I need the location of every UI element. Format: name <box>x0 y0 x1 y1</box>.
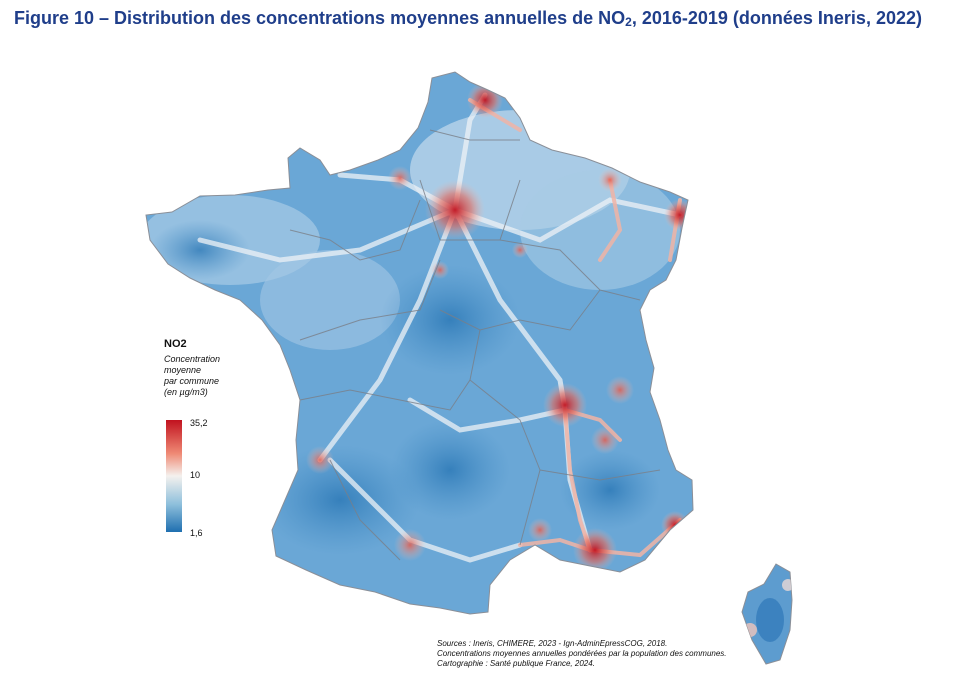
title-text-end: , 2016-2019 (données Ineris, 2022) <box>631 8 922 28</box>
legend-subtitle-line1: Concentration <box>164 354 221 364</box>
hotspot-lyon <box>543 383 587 427</box>
legend-mid-label: 10 <box>190 470 201 480</box>
figure-title: Figure 10 – Distribution des concentrati… <box>14 8 939 29</box>
hotspot-bordeaux <box>306 446 334 474</box>
sources-note: Sources : Ineris, CHIMERE, 2023 - Ign-Ad… <box>437 639 767 669</box>
legend-subtitle-line3: par commune <box>164 376 220 386</box>
title-subscript: 2 <box>625 15 632 29</box>
hotspot-grenoble <box>591 426 619 454</box>
legend-title: NO2 <box>164 338 187 350</box>
hotspot-paris <box>425 180 485 240</box>
france-outline <box>145 71 694 615</box>
hotspot-toulouse <box>394 529 426 561</box>
legend-color-ramp <box>166 420 182 532</box>
hotspot-strasbourg <box>664 199 693 231</box>
legend-subtitle-line2: moyenne <box>164 365 202 375</box>
hotspot-rouen <box>388 166 412 190</box>
corse <box>741 563 793 665</box>
legend-min-label: 1,6 <box>190 528 203 538</box>
concentration-layer <box>146 82 693 572</box>
hotspot-marseille <box>573 528 617 572</box>
sources-line-1: Sources : Ineris, CHIMERE, 2023 - Ign-Ad… <box>437 639 668 648</box>
title-text: Figure 10 – Distribution des concentrati… <box>14 8 626 28</box>
sources-line-3: Cartographie : Santé publique France, 20… <box>437 659 595 668</box>
legend: NO2 Concentration moyenne par commune (e… <box>164 338 304 538</box>
sources-line-2: Concentrations moyennes annuelles pondér… <box>437 649 727 658</box>
legend-max-label: 35,2 <box>190 418 208 428</box>
legend-subtitle-line4: (en µg/m3) <box>164 387 208 397</box>
hotspot-lille <box>467 82 503 118</box>
